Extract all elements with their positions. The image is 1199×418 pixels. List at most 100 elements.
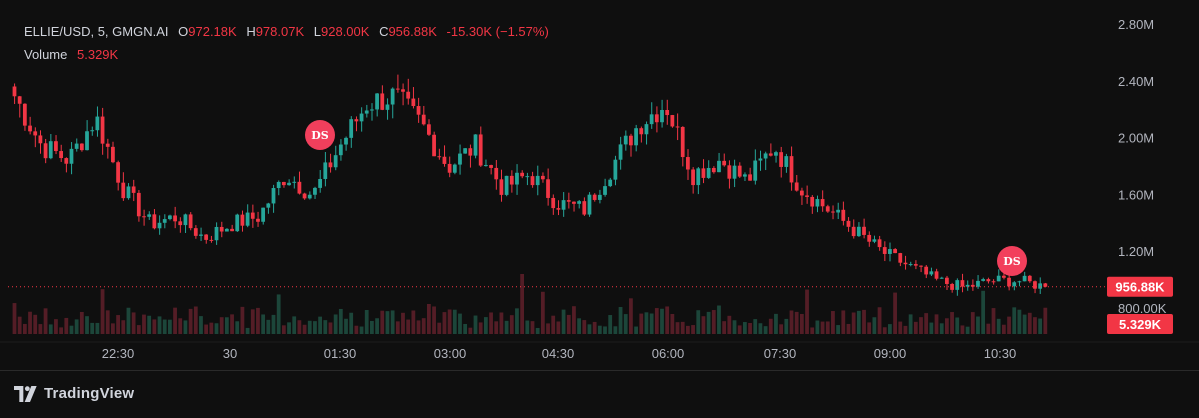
x-tick-label: 03:00 — [434, 346, 467, 361]
volume-bar — [489, 312, 493, 334]
volume-bar — [768, 318, 773, 334]
volume-bar — [59, 327, 63, 334]
volume-bar — [846, 323, 851, 334]
candle-body — [54, 141, 58, 152]
volume-bar — [520, 274, 525, 334]
candle-body — [375, 93, 379, 110]
volume-bars — [12, 274, 1048, 334]
candle-body — [939, 277, 944, 279]
candle-body — [732, 165, 737, 179]
candle-body — [499, 179, 504, 195]
volume-bar — [955, 317, 960, 334]
candle-body — [328, 162, 333, 168]
candle-body — [882, 247, 887, 254]
volume-bar — [882, 327, 887, 334]
candle-body — [230, 228, 234, 232]
candle-body — [784, 156, 789, 167]
candle-body — [665, 109, 670, 116]
candle-body — [59, 151, 63, 159]
volume-bar — [1022, 314, 1027, 334]
volume-bar — [17, 316, 22, 334]
candle-body — [862, 226, 866, 235]
high-value: 978.07K — [255, 24, 305, 39]
candle-body — [271, 188, 276, 204]
volume-bar — [758, 323, 763, 334]
volume-bar — [437, 322, 442, 334]
volume-bar — [224, 317, 229, 334]
volume-bar — [147, 315, 152, 334]
volume-bar — [432, 306, 436, 334]
candle-body — [670, 115, 675, 127]
low-value: 928.00K — [321, 24, 370, 39]
volume-bar — [33, 314, 38, 334]
candle-body — [126, 186, 131, 199]
candle-body — [390, 88, 395, 105]
candle-body — [888, 249, 892, 254]
candle-body — [768, 153, 773, 156]
candle-body — [603, 186, 607, 195]
candle-body — [634, 128, 638, 146]
y-tick-label: 1.60M — [1118, 187, 1154, 202]
y-tick-label: 2.80M — [1118, 17, 1154, 32]
candle-body — [711, 167, 716, 173]
candle-body — [893, 249, 897, 254]
candle-body — [929, 271, 934, 275]
candle-body — [592, 194, 597, 200]
candle-body — [1007, 277, 1011, 287]
price-chart[interactable]: 800.00K 1.20M 1.60M 2.00M 2.40M 2.80M 22:30 30 0… — [0, 0, 1199, 370]
volume-bar — [12, 303, 17, 334]
candle-body — [209, 239, 214, 241]
volume-bar — [504, 320, 509, 334]
volume-bar — [924, 313, 929, 334]
candle-body — [224, 228, 229, 232]
candle-body — [960, 280, 965, 287]
volume-bar — [965, 326, 970, 334]
volume-bar — [442, 312, 447, 334]
volume-bar — [85, 316, 89, 334]
candle-body — [323, 162, 328, 179]
candle-body — [22, 103, 27, 126]
volume-bar — [48, 324, 53, 334]
volume-bar — [349, 312, 354, 334]
volume-bar — [660, 308, 664, 334]
candle-body — [856, 226, 861, 237]
volume-bar — [256, 307, 260, 334]
candle-body — [587, 194, 592, 215]
footer: TradingView — [0, 370, 1199, 418]
change-value: -15.30K (−1.57%) — [446, 24, 549, 39]
candle-body — [79, 143, 84, 151]
candle-body — [556, 208, 561, 210]
volume-bar — [105, 310, 110, 334]
candle-body — [639, 128, 644, 135]
candle-body — [525, 176, 530, 178]
volume-bar — [157, 316, 162, 334]
candle-body — [945, 277, 949, 284]
brand-name: TradingView — [44, 385, 135, 402]
chart-area[interactable]: 800.00K 1.20M 1.60M 2.00M 2.40M 2.80M 22:30 30 0… — [0, 0, 1199, 370]
volume-bar — [696, 310, 701, 334]
volume-bar — [939, 323, 944, 334]
candle-body — [43, 143, 48, 159]
candle-body — [168, 215, 172, 220]
last-price-badge: 956.88K — [1107, 276, 1173, 297]
volume-bar — [779, 324, 784, 334]
volume-bar — [851, 312, 856, 334]
ds-marker[interactable]: DS — [305, 120, 335, 150]
volume-bar — [401, 312, 405, 334]
volume-bar — [991, 308, 996, 334]
volume-bar — [799, 313, 804, 334]
volume-bar — [74, 319, 79, 334]
volume-bar — [950, 312, 954, 334]
volume-bar — [458, 313, 462, 334]
tradingview-brand[interactable]: TradingView — [14, 385, 134, 402]
candle-body — [131, 186, 136, 193]
candle-body — [116, 162, 120, 183]
candle-body — [69, 148, 74, 164]
candle-body — [701, 168, 706, 178]
volume-bar — [945, 318, 949, 334]
volume-bar — [556, 321, 561, 334]
candle-body — [219, 226, 224, 232]
candle-body — [416, 106, 421, 115]
ds-marker[interactable]: DS — [997, 246, 1027, 276]
candle-body — [380, 93, 385, 110]
